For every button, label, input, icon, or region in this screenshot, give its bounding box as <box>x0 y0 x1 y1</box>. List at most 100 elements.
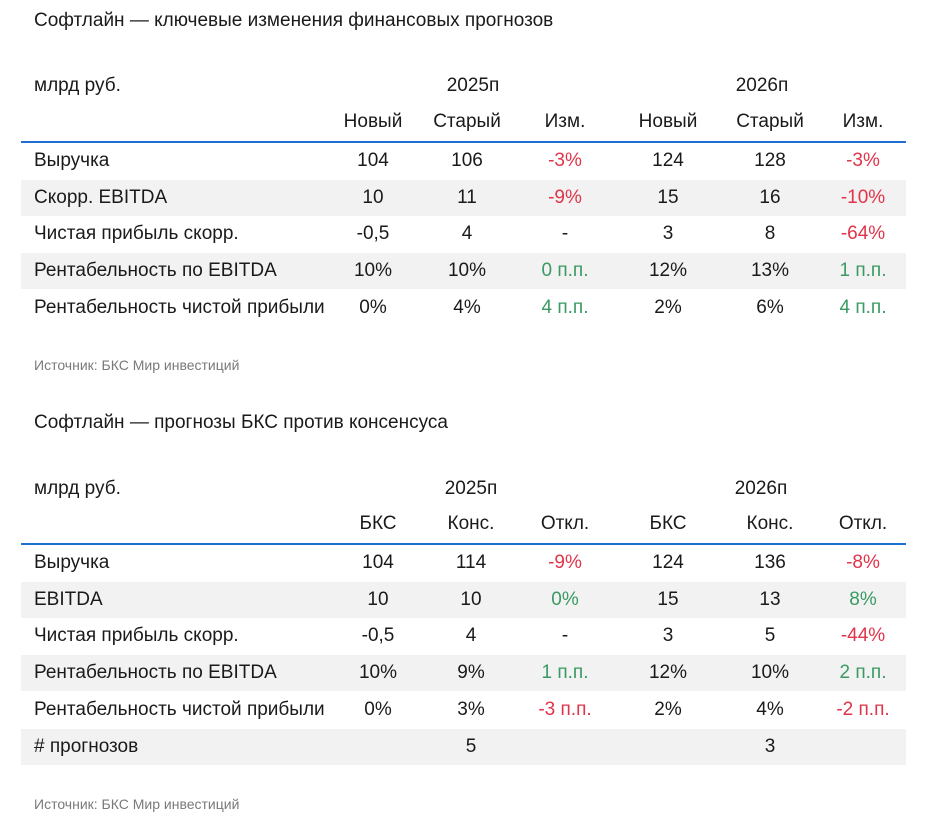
column-header: БКС <box>359 513 397 534</box>
table-cell: 4 п.п. <box>839 296 887 318</box>
table-cell: -64% <box>840 223 886 245</box>
section-title: Софтлайн — ключевые изменения финансовых… <box>34 10 554 31</box>
row-label: Рентабельность чистой прибыли <box>34 698 325 720</box>
table-cell: 16 <box>759 186 781 208</box>
table-cell: 104 <box>357 150 389 171</box>
row-label: # прогнозов <box>34 735 139 757</box>
source-note: Источник: БКС Мир инвестиций <box>34 357 240 373</box>
table-row: Рентабельность чистой прибыли 0% 4% 4 п.п. 2… <box>21 290 906 326</box>
column-header-row: БКС Конс. Откл. БКС Конс. Откл. <box>21 513 906 545</box>
unit-label: млрд руб. <box>34 478 121 499</box>
table-cell: 104 <box>362 552 394 573</box>
table-cell: 12% <box>648 260 688 282</box>
table-cell: 1 п.п. <box>541 662 589 684</box>
table-cell: 8 <box>764 223 776 245</box>
table-cell: 10% <box>353 260 393 282</box>
table-cell: 4 п.п. <box>541 296 589 318</box>
unit-label: млрд руб. <box>34 75 121 96</box>
row-label: Рентабельность по EBITDA <box>34 260 277 282</box>
table-row: Рентабельность по EBITDA 10% 10% 0 п.п. 12% 1… <box>21 253 906 290</box>
row-label: Выручка <box>34 150 110 171</box>
column-header: Откл. <box>540 513 590 534</box>
table-cell: -3 п.п. <box>538 698 592 720</box>
table-row: Чистая прибыль скорр. -0,5 4 - 3 8 -64% <box>21 216 906 252</box>
table-cell: 128 <box>754 150 786 171</box>
table-cell: -2 п.п. <box>836 698 890 720</box>
table-row: Чистая прибыль скорр. -0,5 4 - 3 5 -44% <box>21 618 906 654</box>
table-cell: 136 <box>754 552 786 573</box>
table-row: Скорр. EBITDA 10 11 -9% 15 16 -10% <box>21 179 906 216</box>
column-header: Старый <box>736 111 804 132</box>
table-cell: 10% <box>358 662 398 684</box>
table-cell: 8% <box>849 588 877 610</box>
year-header-2026: 2026п <box>734 478 788 499</box>
table-cell: 124 <box>652 150 684 171</box>
column-header: Изм. <box>842 111 884 132</box>
table-cell: -0,5 <box>361 625 395 647</box>
table-cell: 5 <box>465 735 477 757</box>
table-cell: -3% <box>846 150 880 171</box>
table-cell: 3 <box>764 735 776 757</box>
table-cell: 2% <box>654 698 682 720</box>
table-cell: 15 <box>657 186 679 208</box>
table-cell: 10 <box>460 588 482 610</box>
column-header: Старый <box>433 111 501 132</box>
row-label: Выручка <box>34 552 110 573</box>
table-cell: 10 <box>362 186 384 208</box>
table-row: # прогнозов 5 3 <box>21 728 906 765</box>
table-cell: 0 п.п. <box>541 260 589 282</box>
table-cell: 1 п.п. <box>839 260 887 282</box>
table-row: Рентабельность по EBITDA 10% 9% 1 п.п. 12% 10… <box>21 655 906 692</box>
table-cell: 0% <box>364 698 392 720</box>
table-cell: 124 <box>652 552 684 573</box>
section-title: Софтлайн — прогнозы БКС против консенсус… <box>34 412 448 433</box>
table-cell: 114 <box>455 552 487 573</box>
column-header: Конс. <box>746 513 794 534</box>
table-cell: 4% <box>453 296 481 318</box>
table-cell: 106 <box>451 150 483 171</box>
table-cell: 4% <box>756 698 784 720</box>
table-cell: 13% <box>750 260 790 282</box>
row-label: EBITDA <box>34 588 103 610</box>
column-header: БКС <box>649 513 687 534</box>
column-header: Новый <box>638 111 698 132</box>
table-cell: 9% <box>457 662 485 684</box>
table-cell: - <box>561 625 569 647</box>
year-header-2026: 2026п <box>735 75 789 96</box>
table-cell: 5 <box>764 625 776 647</box>
year-header-2025: 2025п <box>446 75 500 96</box>
table-cell: 4 <box>465 625 477 647</box>
table-cell: -9% <box>548 186 582 208</box>
table-cell: 3% <box>457 698 485 720</box>
row-label: Скорр. EBITDA <box>34 186 168 208</box>
table-cell: 6% <box>756 296 784 318</box>
table-cell: 10 <box>367 588 389 610</box>
table-cell: -8% <box>846 552 880 573</box>
table-cell: 2 п.п. <box>839 662 887 684</box>
row-label: Чистая прибыль скорр. <box>34 625 239 647</box>
year-header-2025: 2025п <box>444 478 498 499</box>
row-label: Чистая прибыль скорр. <box>34 223 239 245</box>
table-cell: - <box>561 223 569 245</box>
table-row: Выручка 104 106 -3% 124 128 -3% <box>21 143 906 179</box>
table-cell: 3 <box>662 223 674 245</box>
column-header: Новый <box>343 111 403 132</box>
table-cell: -9% <box>548 552 582 573</box>
table-cell: 13 <box>759 588 781 610</box>
table-cell: 10% <box>750 662 790 684</box>
row-label: Рентабельность по EBITDA <box>34 662 277 684</box>
column-header-row: Новый Старый Изм. Новый Старый Изм. <box>21 111 906 143</box>
column-header: Изм. <box>544 111 586 132</box>
table-cell: -44% <box>840 625 886 647</box>
table-cell: -10% <box>840 186 886 208</box>
table-cell: 0% <box>359 296 387 318</box>
table-cell: 10% <box>447 260 487 282</box>
table-cell: 3 <box>662 625 674 647</box>
table-cell: 15 <box>657 588 679 610</box>
column-header: Откл. <box>838 513 888 534</box>
source-note: Источник: БКС Мир инвестиций <box>34 796 240 812</box>
table-cell: 2% <box>654 296 682 318</box>
table-cell: 11 <box>457 186 477 208</box>
table-cell: -3% <box>548 150 582 171</box>
row-label: Рентабельность чистой прибыли <box>34 296 325 318</box>
